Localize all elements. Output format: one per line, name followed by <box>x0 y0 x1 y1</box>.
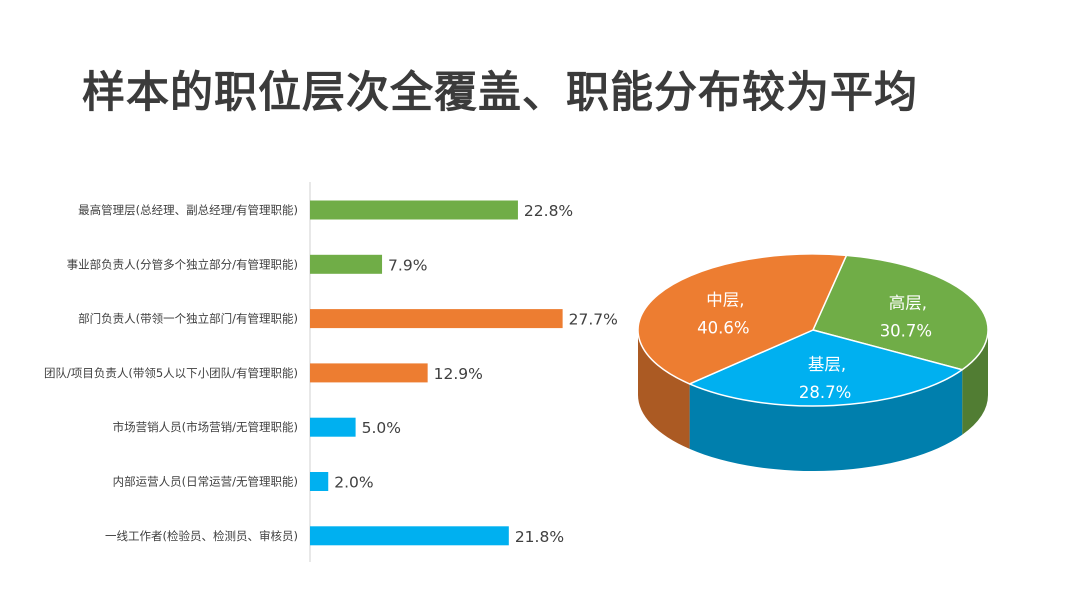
bar-value-label: 7.9% <box>388 256 427 274</box>
bar-row: 事业部负责人(分管多个独立部分/有管理职能) 7.9% <box>67 254 427 274</box>
bar <box>310 363 428 383</box>
pie-slice-label: 基层, <box>808 355 846 374</box>
pie-slice <box>637 253 848 385</box>
bar-category-label: 事业部负责人(分管多个独立部分/有管理职能) <box>67 257 298 271</box>
bar-category-label: 市场营销人员(市场营销/无管理职能) <box>113 420 298 434</box>
bar-value-label: 27.7% <box>569 311 618 329</box>
bar-category-label: 部门负责人(带领一个独立部门/有管理职能) <box>78 312 298 326</box>
pie-slice-label: 中层, <box>706 290 744 309</box>
bar-category-label: 最高管理层(总经理、副总经理/有管理职能) <box>78 203 298 217</box>
pie-slice-side <box>689 369 963 471</box>
bar-row: 一线工作者(检验员、检测员、审核员) 21.8% <box>105 526 564 546</box>
pie-slice-value: 28.7% <box>799 383 851 402</box>
pie-slice-value: 40.6% <box>697 318 749 337</box>
bar <box>310 309 563 329</box>
bar-value-label: 12.9% <box>434 365 483 383</box>
bar-row: 内部运营人员(日常运营/无管理职能) 2.0% <box>113 472 374 492</box>
bar-row: 市场营销人员(市场营销/无管理职能) 5.0% <box>113 417 401 437</box>
bar-value-label: 2.0% <box>334 474 373 492</box>
bar-category-label: 内部运营人员(日常运营/无管理职能) <box>113 475 298 489</box>
bar-row: 部门负责人(带领一个独立部门/有管理职能) 27.7% <box>78 309 618 329</box>
bar <box>310 417 356 437</box>
bar <box>310 254 383 274</box>
bar-value-label: 5.0% <box>362 419 401 437</box>
pie-slice <box>688 329 963 407</box>
bar-row: 团队/项目负责人(带领5人以下小团队/有管理职能) 12.9% <box>44 363 483 383</box>
bar-row: 最高管理层(总经理、副总经理/有管理职能) 22.8% <box>78 200 573 220</box>
pie-slice-value: 30.7% <box>880 321 932 340</box>
page-title: 样本的职位层次全覆盖、职能分布较为平均 <box>82 68 918 118</box>
bar <box>310 526 509 546</box>
bar <box>310 200 518 220</box>
bar-value-label: 22.8% <box>524 202 573 220</box>
bar <box>310 472 329 491</box>
pie-slice-label: 高层, <box>889 293 927 312</box>
bar-category-label: 一线工作者(检验员、检测员、审核员) <box>105 529 298 543</box>
pie-slice-side <box>962 330 988 435</box>
bar-value-label: 21.8% <box>515 528 564 546</box>
bar-category-label: 团队/项目负责人(带领5人以下小团队/有管理职能) <box>44 366 298 380</box>
